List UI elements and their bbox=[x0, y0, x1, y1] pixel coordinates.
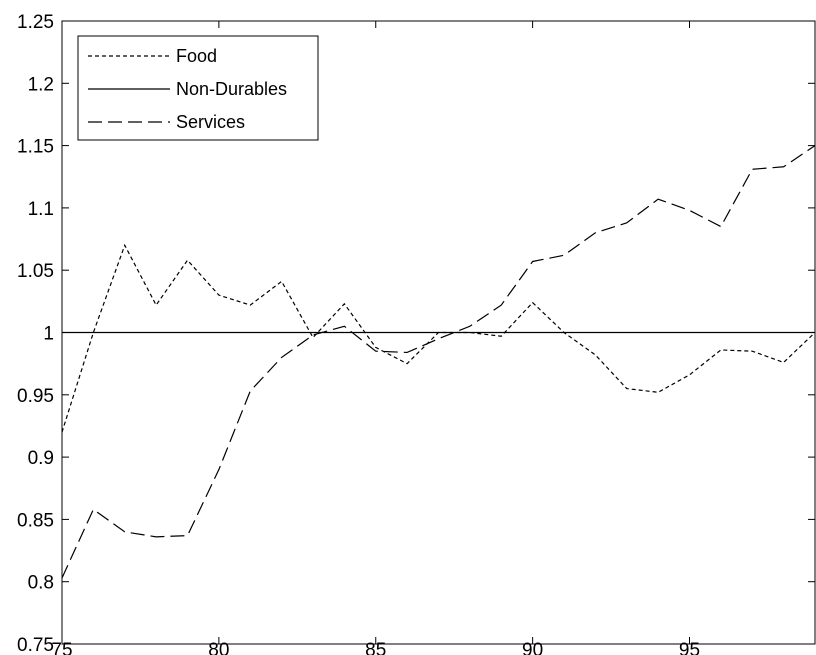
x-tick-label: 75 bbox=[51, 640, 72, 655]
x-tick-label: 95 bbox=[679, 640, 700, 655]
y-tick-label: 1.2 bbox=[28, 74, 54, 95]
y-tick-label: 0.8 bbox=[28, 573, 54, 594]
x-tick-label: 85 bbox=[365, 640, 386, 655]
legend-label-services: Services bbox=[176, 112, 245, 132]
y-tick-label: 1.1 bbox=[28, 199, 54, 220]
x-tick-label: 80 bbox=[208, 640, 229, 655]
series-layer bbox=[61, 145, 816, 579]
y-tick-label: 0.95 bbox=[17, 386, 54, 407]
legend-label-food: Food bbox=[176, 46, 217, 66]
y-tick-label: 1 bbox=[43, 324, 54, 345]
y-tick-label: 0.75 bbox=[17, 635, 54, 655]
y-tick-label: 1.05 bbox=[17, 261, 54, 282]
y-tick-label: 0.9 bbox=[28, 448, 54, 469]
y-tick-label: 0.85 bbox=[17, 510, 54, 531]
x-axis: 75 80 85 90 95 bbox=[51, 21, 700, 655]
x-tick-label: 90 bbox=[522, 640, 543, 655]
legend-box bbox=[77, 35, 319, 141]
y-axis: 0.75 0.8 0.85 0.9 0.95 1 1.05 1.1 1.15 1.2 1.25 bbox=[17, 12, 815, 655]
legend: Food Non-Durables Services bbox=[77, 35, 319, 141]
y-tick-label: 1.15 bbox=[17, 137, 54, 158]
y-tick-label: 1.25 bbox=[17, 12, 54, 33]
legend-label-non-durables: Non-Durables bbox=[176, 79, 287, 99]
